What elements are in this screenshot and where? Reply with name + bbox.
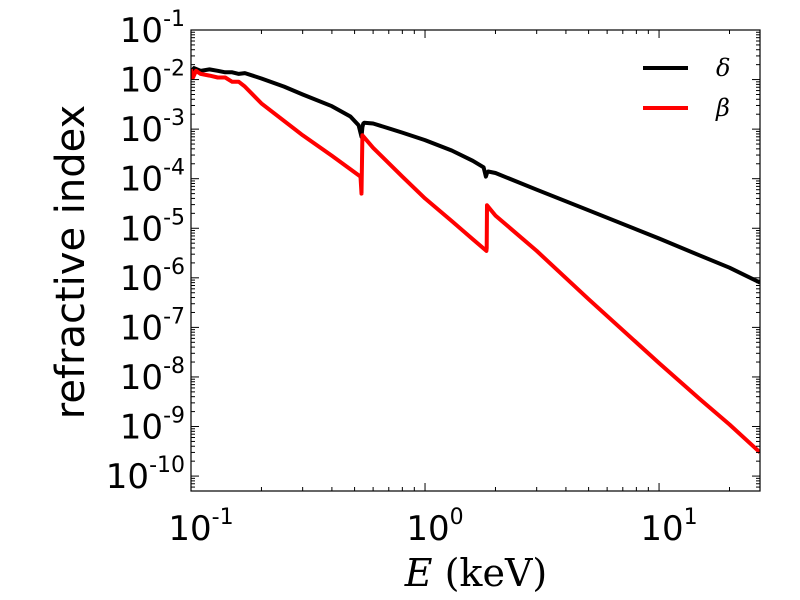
y-tick-label: 10-10 bbox=[106, 453, 185, 497]
x-axis-label: E (keV) bbox=[404, 551, 547, 595]
y-tick-label: 10-3 bbox=[120, 106, 185, 150]
x-tick-label: 10-1 bbox=[168, 505, 233, 549]
x-tick-label: 100 bbox=[406, 505, 463, 549]
y-tick-label: 10-8 bbox=[120, 354, 185, 398]
x-axis-label-unit: (keV) bbox=[433, 551, 548, 595]
legend-label-beta: β bbox=[715, 94, 730, 122]
y-tick-label: 10-7 bbox=[120, 304, 185, 348]
tick-labels-layer: 10-1 100 101 10-1 10-2 10-3 10-4 10-5 10-6 10-7 10… bbox=[106, 7, 698, 549]
y-tick-label: 10-9 bbox=[120, 404, 185, 448]
series-line-beta bbox=[191, 68, 760, 454]
x-axis-label-variable: E bbox=[404, 551, 433, 595]
x-tick-label: 101 bbox=[640, 505, 697, 549]
y-tick-label: 10-4 bbox=[120, 156, 185, 200]
y-tick-label: 10-1 bbox=[120, 7, 185, 51]
y-tick-label: 10-6 bbox=[120, 255, 185, 299]
ticks-layer bbox=[190, 29, 760, 491]
series-layer bbox=[191, 66, 760, 454]
legend-label-delta: δ bbox=[716, 54, 730, 82]
y-tick-label: 10-5 bbox=[120, 205, 185, 249]
series-line-delta bbox=[191, 66, 760, 285]
plot-frame bbox=[190, 29, 761, 492]
y-tick-label: 10-2 bbox=[120, 57, 185, 101]
legend: δβ bbox=[643, 54, 730, 122]
y-axis-label: refractive index bbox=[48, 105, 94, 419]
